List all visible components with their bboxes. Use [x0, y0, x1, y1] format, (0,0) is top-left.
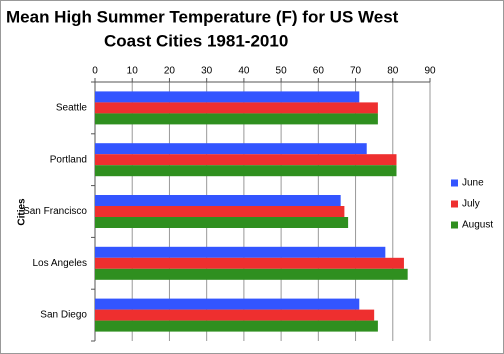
- x-tick-label: 70: [350, 66, 362, 77]
- y-tick-label: San Diego: [40, 310, 87, 321]
- x-tick-label: 30: [201, 66, 213, 77]
- legend-label: June: [462, 178, 484, 189]
- bar: [95, 102, 378, 114]
- bar: [95, 268, 408, 280]
- legend-label: August: [462, 220, 493, 231]
- x-tick-label: 90: [424, 66, 436, 77]
- y-tick-label: Los Angeles: [33, 258, 88, 269]
- bar: [95, 165, 397, 177]
- bar: [95, 113, 378, 125]
- y-tick-label: San Francisco: [23, 206, 87, 217]
- bar: [95, 309, 375, 321]
- x-tick-label: 60: [313, 66, 325, 77]
- bar: [95, 298, 360, 310]
- chart-title: Mean High Summer Temperature (F) for US …: [6, 7, 399, 26]
- x-tick-label: 0: [92, 66, 98, 77]
- bar: [95, 320, 378, 332]
- bar: [95, 143, 367, 155]
- bar: [95, 206, 345, 217]
- y-axis-label: Cities: [17, 198, 28, 226]
- bar: [95, 154, 397, 166]
- y-tick-label: Portland: [50, 154, 87, 165]
- y-tick-label: Seattle: [56, 103, 88, 114]
- chart-title: Coast Cities 1981-2010: [104, 31, 288, 50]
- bar: [95, 217, 349, 228]
- bar: [95, 257, 404, 269]
- legend-swatch: [451, 179, 458, 187]
- bar: [95, 91, 360, 103]
- bar: [95, 195, 341, 206]
- legend-swatch: [451, 221, 458, 229]
- legend-label: July: [462, 199, 480, 210]
- x-tick-label: 40: [238, 66, 250, 77]
- x-tick-label: 10: [127, 66, 139, 77]
- x-tick-label: 20: [164, 66, 176, 77]
- x-tick-label: 50: [276, 66, 288, 77]
- bar: [95, 246, 386, 258]
- x-tick-label: 80: [387, 66, 399, 77]
- legend-swatch: [451, 200, 458, 208]
